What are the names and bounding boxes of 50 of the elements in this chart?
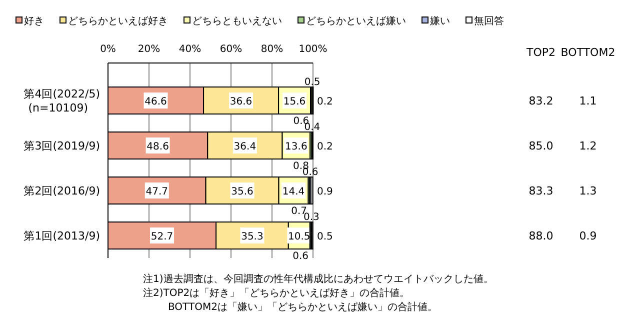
- data-label: 36.4: [234, 142, 256, 152]
- data-label: 0.2: [317, 142, 333, 152]
- legend-label: 無回答: [474, 15, 504, 27]
- data-label: 52.7: [150, 232, 174, 242]
- y-tick-label: 第3回(2019/9): [24, 140, 100, 152]
- y-tick-label: 第4回(2022/5) (n=10109): [24, 88, 100, 114]
- legend-label: 好き: [24, 16, 44, 27]
- data-label: 0.5: [317, 232, 333, 242]
- data-label: 14.4: [282, 186, 305, 198]
- y-tick-label: 第2回(2016/9): [24, 184, 100, 198]
- text: 0.9: [579, 230, 597, 242]
- text: 85.0: [528, 140, 554, 152]
- x-tick-label: 80%: [260, 44, 284, 55]
- data-label: 36.6: [230, 96, 252, 108]
- legend-label: どちらともいえない: [192, 16, 282, 27]
- data-label: 47.7: [146, 186, 168, 198]
- data-label: 15.6: [283, 96, 306, 108]
- data-label: 10.5: [288, 232, 310, 242]
- data-label: 0.6: [302, 167, 318, 178]
- text: 83.2: [528, 94, 554, 108]
- data-label: 0.3: [304, 212, 320, 223]
- data-label: 46.6: [144, 96, 167, 108]
- text: 1.1: [579, 94, 597, 108]
- data-label: 13.6: [285, 142, 308, 152]
- data-label: 0.9: [317, 186, 333, 198]
- data-label: 0.4: [304, 122, 320, 133]
- text: 注1)過去調査は、今回調査の性年代構成比にあわせてウエイトバックした値。: [143, 273, 494, 285]
- y-tick-label: 第1回(2013/9): [24, 230, 100, 242]
- data-label: 35.3: [241, 232, 264, 242]
- legend-label: どちらかといえば好き: [68, 16, 168, 27]
- x-tick-label: 0%: [100, 44, 116, 55]
- text: 1.2: [579, 140, 597, 152]
- text: 88.0: [528, 230, 554, 242]
- x-tick-label: 100%: [298, 44, 328, 55]
- text: 1.3: [579, 184, 597, 198]
- data-label: 35.6: [231, 186, 254, 198]
- text: TOP2: [525, 46, 556, 59]
- x-tick-label: 40%: [178, 44, 202, 55]
- data-label: 0.2: [317, 96, 333, 108]
- legend-label: 嫌い: [430, 15, 450, 27]
- data-label: 48.6: [146, 142, 169, 152]
- data-label: 0.6: [292, 251, 309, 262]
- text: BOTTOM2は「嫌い」「どちらかといえば嫌い」の合計値。: [168, 301, 438, 313]
- text: BOTTOM2: [560, 46, 616, 59]
- text: 83.3: [528, 184, 554, 198]
- x-tick-label: 60%: [220, 44, 242, 55]
- data-label: 0.5: [304, 77, 320, 88]
- legend-label: どちらかといえば嫌い: [306, 15, 406, 27]
- x-tick-label: 20%: [138, 44, 160, 55]
- text: 注2)TOP2は「好き」「どちらかといえば好き」の合計値。: [143, 287, 410, 299]
